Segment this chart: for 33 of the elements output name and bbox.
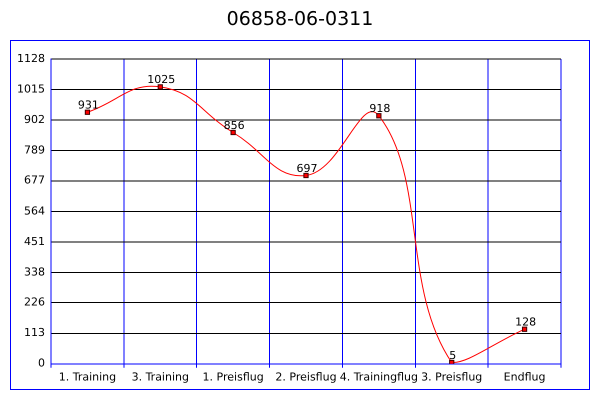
x-tick-label: 3. Training <box>132 370 189 384</box>
data-label: 697 <box>296 162 318 175</box>
data-label: 931 <box>78 98 99 112</box>
point <box>303 172 309 178</box>
y-tick-label: 0 <box>38 356 45 370</box>
x-tick-label: 1. Training <box>58 370 116 384</box>
x-tick-label: 4. Trainingflug <box>340 370 418 384</box>
chart-title: 06858-06-0311 <box>226 8 374 30</box>
data-label: 918 <box>369 102 390 116</box>
data-label: 1025 <box>147 73 176 86</box>
x-tick-label: Endflug <box>504 370 546 384</box>
point <box>376 113 382 118</box>
y-tick-label: 1015 <box>16 82 45 96</box>
y-tick-label: 113 <box>24 326 45 340</box>
y-tick-label: 789 <box>24 143 45 156</box>
y-tick-label: 226 <box>24 296 45 309</box>
data-label: 128 <box>515 316 536 329</box>
x-tick-label: 1. Preisflug <box>202 370 264 384</box>
point <box>84 110 90 115</box>
data-label: 856 <box>224 118 245 132</box>
point <box>158 84 163 90</box>
y-tick-label: 564 <box>24 204 45 218</box>
x-tick-label: 3. Preisflug <box>421 370 482 384</box>
y-tick-label: 677 <box>24 174 45 187</box>
point <box>449 360 454 364</box>
point <box>230 130 236 136</box>
point <box>522 326 528 332</box>
x-tick-label: 2. Preisflug <box>275 370 337 384</box>
y-tick-label: 1128 <box>16 52 45 65</box>
y-tick-label: 902 <box>24 112 45 126</box>
y-tick-label: 338 <box>24 265 45 278</box>
y-tick-label: 451 <box>24 234 45 248</box>
data-label: 5 <box>449 348 456 362</box>
